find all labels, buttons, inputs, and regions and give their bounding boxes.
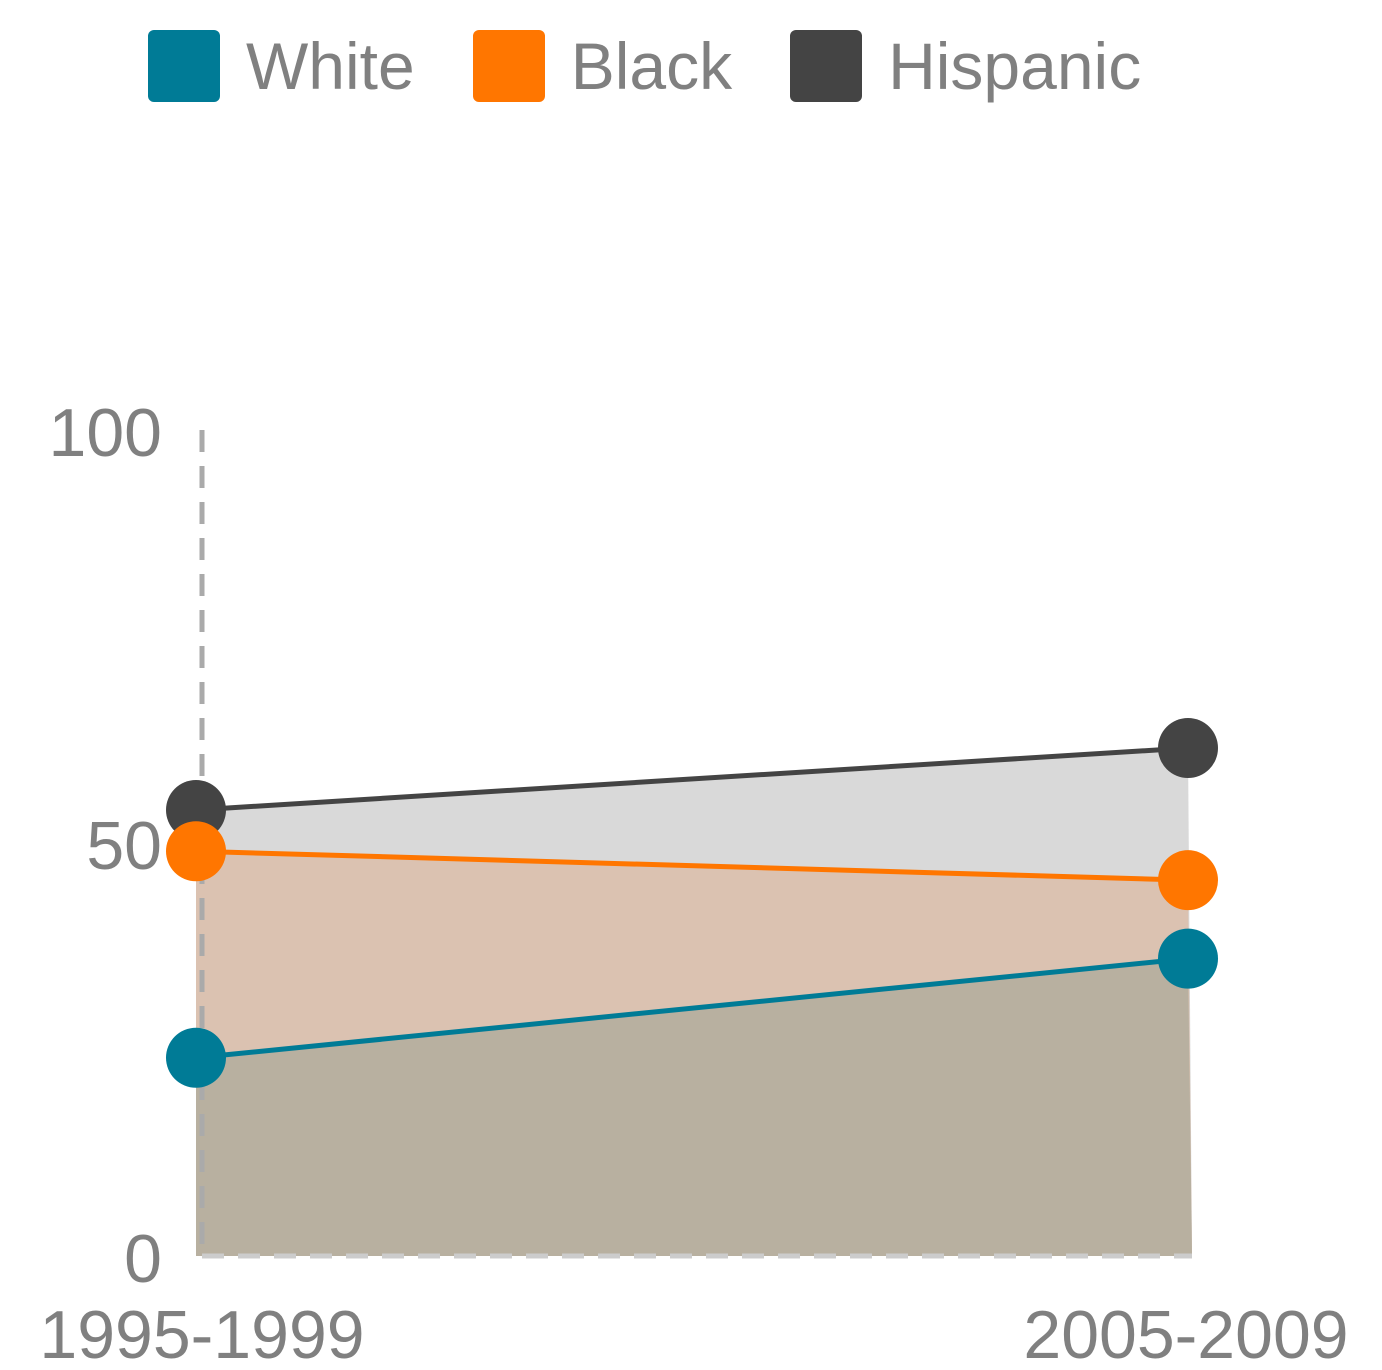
x-tick-label-0: 1995-1999 xyxy=(39,1297,364,1370)
y-tick-label-50: 50 xyxy=(86,808,162,884)
x-tick-label-1: 2005-2009 xyxy=(1023,1297,1348,1370)
data-point-white-0 xyxy=(166,1028,226,1088)
area-layer xyxy=(196,748,1192,1256)
data-point-black-0 xyxy=(166,821,226,881)
data-point-white-1 xyxy=(1158,929,1218,989)
y-tick-label-100: 100 xyxy=(49,395,162,471)
data-point-hispanic-1 xyxy=(1158,718,1218,778)
y-tick-label-0: 0 xyxy=(124,1221,162,1297)
data-point-black-1 xyxy=(1158,850,1218,910)
